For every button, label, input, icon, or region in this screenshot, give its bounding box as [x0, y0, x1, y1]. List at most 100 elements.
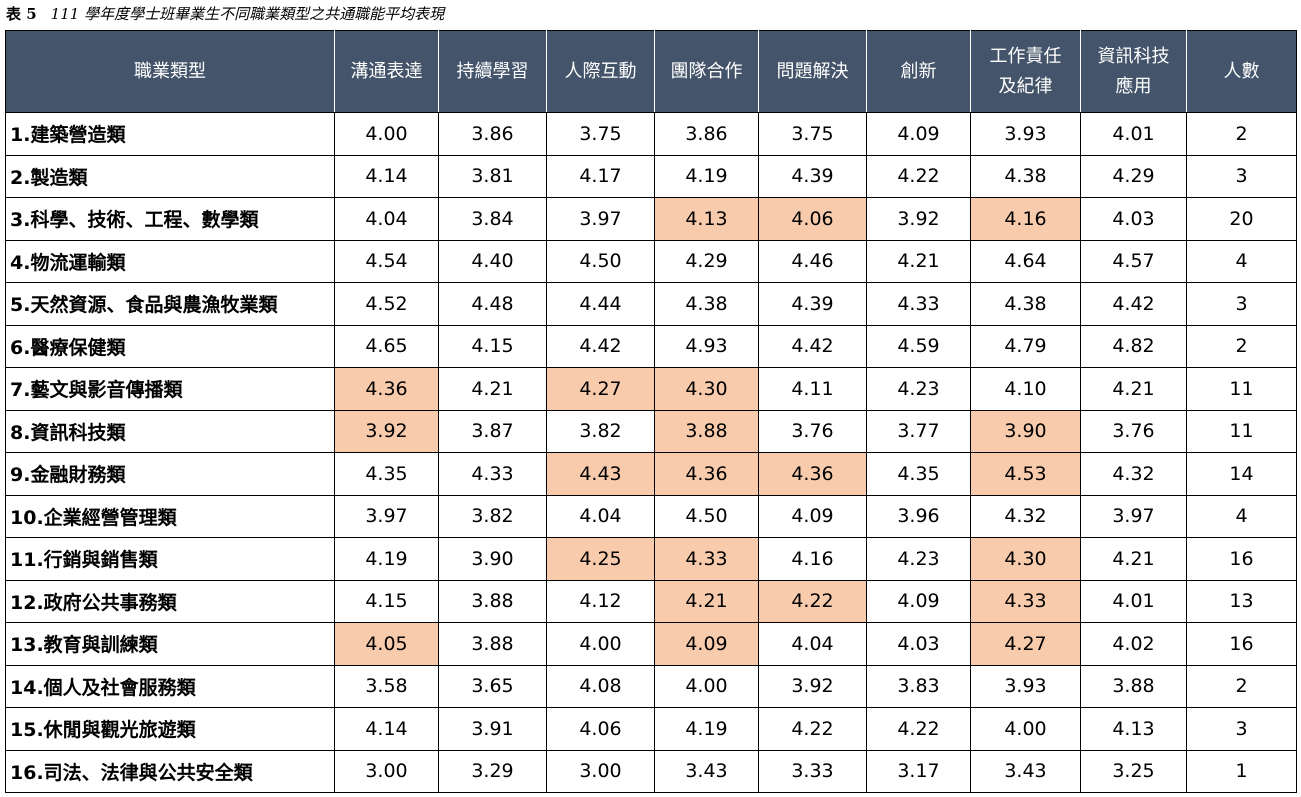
cell: 4.29	[654, 239, 759, 283]
cell: 4.50	[546, 239, 655, 283]
cell: 4.09	[866, 579, 971, 623]
table-row: 5.天然資源、食品與農漁牧業類 4.52 4.48 4.44 4.38 4.39 4.33 4…	[5, 282, 1297, 326]
cell: 3.75	[758, 112, 867, 156]
table-row: 11.行銷與銷售類 4.19 3.90 4.25 4.33 4.16 4.23 4.30 4.2…	[5, 537, 1297, 581]
cell: 3.93	[970, 664, 1081, 708]
cell: 4.42	[546, 324, 655, 368]
cell: 4.13	[654, 197, 759, 241]
cell: 4.82	[1080, 324, 1187, 368]
cell: 3.75	[546, 112, 655, 156]
cell: 3.82	[438, 494, 547, 538]
cell: 4.38	[970, 154, 1081, 198]
header-cell: 工作責任 及紀律	[970, 30, 1081, 113]
table-row: 3.科學、技術、工程、數學類 4.04 3.84 3.97 4.13 4.06 3.92 4.…	[5, 197, 1297, 241]
cell: 4.53	[970, 452, 1081, 496]
cell: 4.65	[334, 324, 439, 368]
table-row: 7.藝文與影音傳播類 4.36 4.21 4.27 4.30 4.11 4.23 4.10 4.…	[5, 367, 1297, 411]
cell: 4.00	[334, 112, 439, 156]
cell: 4.03	[866, 622, 971, 666]
cell: 4.32	[970, 494, 1081, 538]
cell: 4.05	[334, 622, 439, 666]
cell: 2	[1186, 324, 1297, 368]
cell: 4.38	[970, 282, 1081, 326]
cell: 3.00	[546, 749, 655, 793]
cell: 4.48	[438, 282, 547, 326]
cell: 4.16	[970, 197, 1081, 241]
cell: 3.33	[758, 749, 867, 793]
cell: 4.22	[758, 579, 867, 623]
cell: 3.97	[546, 197, 655, 241]
table-row: 9.金融財務類 4.35 4.33 4.43 4.36 4.36 4.35 4.53 4.32 1…	[5, 452, 1297, 496]
cell: 4.15	[334, 579, 439, 623]
cell: 3.88	[654, 409, 759, 453]
caption: 表 5 111 學年度學士班畢業生不同職業類型之共通職能平均表現	[6, 3, 444, 25]
cell: 3.25	[1080, 749, 1187, 793]
cell: 4.44	[546, 282, 655, 326]
cell: 3.97	[334, 494, 439, 538]
cell: 3.17	[866, 749, 971, 793]
cell: 4.38	[654, 282, 759, 326]
cell: 4.79	[970, 324, 1081, 368]
table-row: 8.資訊科技類 3.92 3.87 3.82 3.88 3.76 3.77 3.90 3.76 1…	[5, 409, 1297, 453]
cell: 3.84	[438, 197, 547, 241]
caption-label: 表 5	[6, 5, 37, 23]
row-label: 4.物流運輸類	[5, 239, 335, 283]
row-label: 7.藝文與影音傳播類	[5, 367, 335, 411]
cell: 11	[1186, 409, 1297, 453]
cell: 3	[1186, 154, 1297, 198]
cell: 4.15	[438, 324, 547, 368]
row-label: 9.金融財務類	[5, 452, 335, 496]
cell: 4.14	[334, 154, 439, 198]
cell: 3.43	[654, 749, 759, 793]
cell: 4.36	[654, 452, 759, 496]
row-label: 11.行銷與銷售類	[5, 537, 335, 581]
cell: 3.81	[438, 154, 547, 198]
cell: 3.91	[438, 707, 547, 751]
cell: 16	[1186, 537, 1297, 581]
cell: 4	[1186, 239, 1297, 283]
cell: 4.19	[334, 537, 439, 581]
cell: 3.88	[438, 622, 547, 666]
row-label: 12.政府公共事務類	[5, 579, 335, 623]
cell: 4.27	[970, 622, 1081, 666]
row-label: 10.企業經營管理類	[5, 494, 335, 538]
header-cell: 資訊科技 應用	[1080, 30, 1187, 113]
cell: 4.01	[1080, 579, 1187, 623]
cell: 4.22	[758, 707, 867, 751]
cell: 4.52	[334, 282, 439, 326]
row-label: 8.資訊科技類	[5, 409, 335, 453]
cell: 16	[1186, 622, 1297, 666]
cell: 3.92	[758, 664, 867, 708]
header-line: 資訊科技	[1097, 45, 1170, 67]
cell: 4.23	[866, 367, 971, 411]
cell: 4.09	[866, 112, 971, 156]
cell: 3.92	[866, 197, 971, 241]
header-line: 及紀律	[998, 75, 1053, 97]
header-cell: 創新	[866, 30, 971, 113]
cell: 3.65	[438, 664, 547, 708]
header-line: 應用	[1115, 75, 1152, 97]
table-body: 1.建築營造類 4.00 3.86 3.75 3.86 3.75 4.09 3.93 4.01 2…	[5, 112, 1297, 793]
cell: 4.25	[546, 537, 655, 581]
cell: 4.02	[1080, 622, 1187, 666]
cell: 3.97	[1080, 494, 1187, 538]
cell: 4.21	[438, 367, 547, 411]
caption-title: 111 學年度學士班畢業生不同職業類型之共通職能平均表現	[50, 5, 445, 23]
cell: 4.33	[654, 537, 759, 581]
cell: 4.09	[654, 622, 759, 666]
cell: 4.33	[970, 579, 1081, 623]
header-cell: 持續學習	[438, 30, 547, 113]
cell: 4.32	[1080, 452, 1187, 496]
cell: 4.19	[654, 154, 759, 198]
cell: 4.30	[654, 367, 759, 411]
cell: 14	[1186, 452, 1297, 496]
cell: 4.21	[654, 579, 759, 623]
header-row: 職業類型 溝通表達 持續學習 人際互動 團隊合作 問題解決 創新 工作責任 及紀律 資訊科技 應用人…	[5, 30, 1297, 113]
row-label: 2.製造類	[5, 154, 335, 198]
header-cell: 問題解決	[758, 30, 867, 113]
cell: 4.21	[1080, 367, 1187, 411]
cell: 4	[1186, 494, 1297, 538]
cell: 2	[1186, 112, 1297, 156]
cell: 4.00	[970, 707, 1081, 751]
cell: 4.04	[334, 197, 439, 241]
